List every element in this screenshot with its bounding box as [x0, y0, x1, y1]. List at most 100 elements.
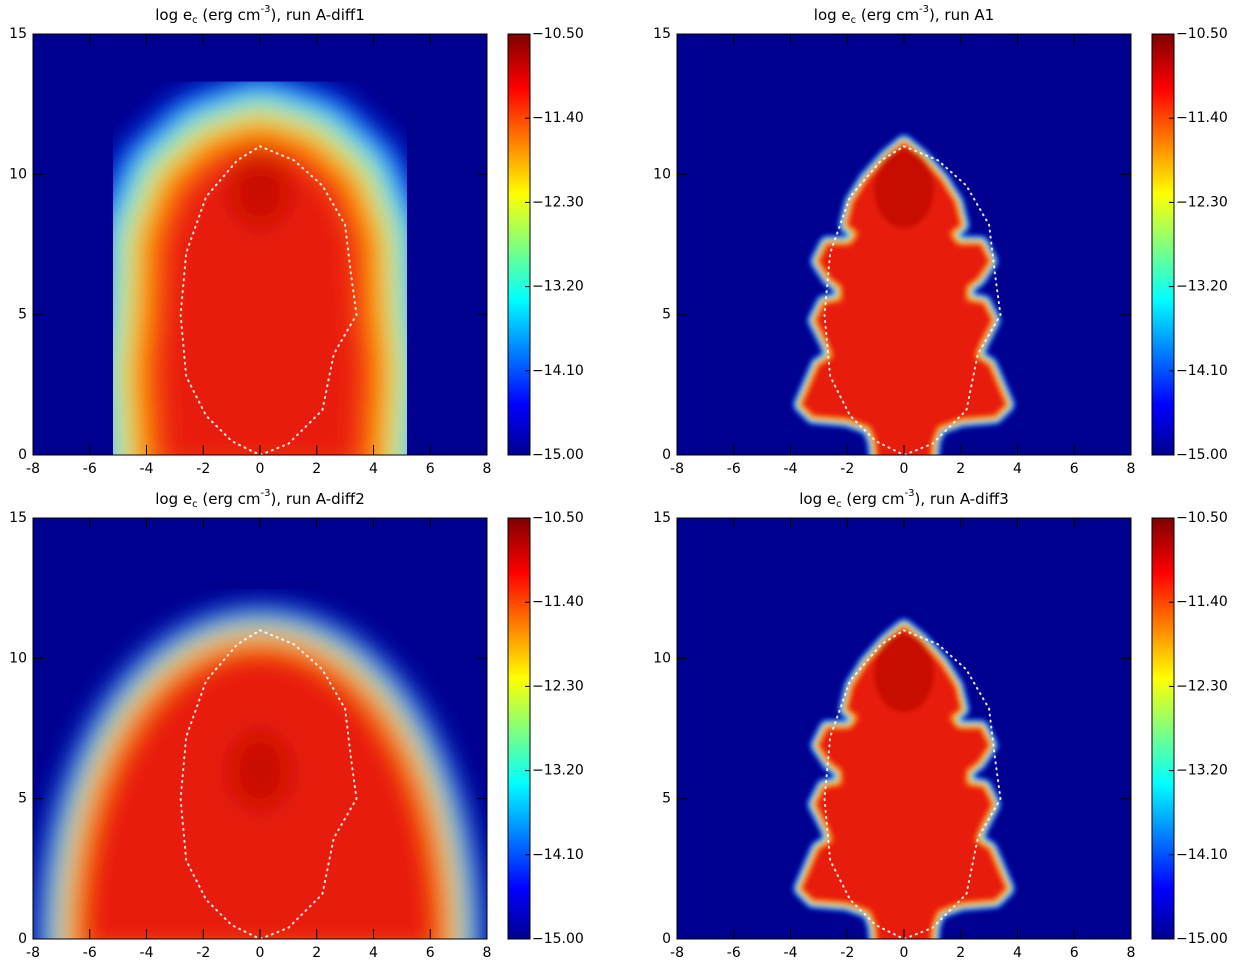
heatmap-blob — [80, 71, 440, 455]
dotted-contour — [823, 145, 1002, 455]
x-tick-label: 0 — [256, 461, 265, 477]
x-tick-label: 2 — [312, 461, 321, 477]
x-tick-label: 4 — [369, 945, 378, 961]
colorbar-tick-label: −15.00 — [532, 931, 584, 947]
colorbar-tick-label: −12.30 — [532, 194, 584, 210]
colorbar-tick-label: −13.20 — [532, 279, 584, 295]
y-tick-label: 5 — [18, 307, 27, 323]
heatmap-blob — [792, 134, 1016, 455]
x-tick-label: 2 — [312, 945, 321, 961]
x-tick-label: 8 — [483, 461, 492, 477]
y-tick-label: 15 — [9, 26, 27, 42]
heatmap-field — [677, 34, 1131, 455]
x-tick-label: -4 — [140, 461, 154, 477]
x-tick-label: 4 — [1013, 945, 1022, 961]
colorbar-tick-label: −14.10 — [1176, 363, 1228, 379]
colorbar-tick-label: −10.50 — [532, 26, 584, 42]
y-tick-label: 15 — [9, 510, 27, 526]
x-tick-label: -6 — [727, 945, 741, 961]
colorbar-tick-label: −11.40 — [532, 110, 584, 126]
panel: log ec (erg cm-3), run A-diff2 -8 -6 -4 -2 0 2… — [9, 488, 584, 961]
title-part: (erg cm — [198, 490, 261, 508]
dotted-contour — [179, 629, 358, 939]
title-part: ), run A1 — [929, 6, 994, 24]
panel-title: log ec (erg cm-3), run A-diff3 — [799, 488, 1009, 510]
colorbar-tick-label: −13.20 — [1176, 763, 1228, 779]
title-part: log e — [155, 6, 192, 24]
title-part: -3 — [919, 4, 929, 15]
x-tick-label: 6 — [426, 461, 435, 477]
y-tick-label: 5 — [662, 791, 671, 807]
panel-title: log ec (erg cm-3), run A-diff1 — [155, 4, 365, 26]
colorbar — [1151, 33, 1175, 456]
heatmap-field — [33, 518, 487, 939]
y-tick-label: 10 — [653, 166, 671, 182]
title-part: c — [851, 15, 857, 26]
panel-title: log ec (erg cm-3), run A-diff2 — [155, 488, 365, 510]
x-tick-label: 0 — [256, 945, 265, 961]
x-tick-label: -8 — [26, 945, 40, 961]
title-part: c — [836, 499, 842, 510]
x-tick-label: 4 — [369, 461, 378, 477]
x-tick-label: -8 — [670, 945, 684, 961]
y-tick-label: 10 — [9, 166, 27, 182]
colorbar-tick-label: −15.00 — [1176, 447, 1228, 463]
x-tick-label: 6 — [1070, 945, 1079, 961]
title-part: c — [192, 499, 198, 510]
x-tick-label: 2 — [956, 461, 965, 477]
x-tick-label: 8 — [1127, 945, 1136, 961]
heatmap-core — [155, 146, 365, 455]
title-part: c — [192, 15, 198, 26]
x-tick-label: 0 — [900, 461, 909, 477]
heatmap-core — [801, 143, 1007, 455]
colorbar-tick-label: −15.00 — [1176, 931, 1228, 947]
title-part: log e — [814, 6, 851, 24]
x-tick-label: 2 — [956, 945, 965, 961]
colorbar-tick-label: −10.50 — [1176, 510, 1228, 526]
title-part: ), run A-diff3 — [915, 490, 1009, 508]
title-part: -3 — [905, 488, 915, 499]
colorbar-tick-label: −11.40 — [1176, 594, 1228, 610]
title-part: ), run A-diff1 — [271, 6, 365, 24]
colorbar-tick-label: −14.10 — [532, 363, 584, 379]
x-tick-label: 8 — [1127, 461, 1136, 477]
y-tick-label: 5 — [662, 307, 671, 323]
colorbar-tick-label: −15.00 — [532, 447, 584, 463]
panel: log ec (erg cm-3), run A-diff1 -8 -6 -4 -2 0 2… — [9, 4, 584, 477]
x-tick-label: -6 — [83, 945, 97, 961]
x-tick-label: -2 — [196, 461, 210, 477]
title-part: (erg cm — [198, 6, 261, 24]
x-tick-label: -4 — [784, 945, 798, 961]
heatmap-core — [801, 627, 1007, 939]
x-tick-label: 0 — [900, 945, 909, 961]
colorbar-tick-label: −11.40 — [1176, 110, 1228, 126]
x-tick-label: 4 — [1013, 461, 1022, 477]
colorbar-tick-label: −12.30 — [1176, 194, 1228, 210]
dotted-contour — [179, 145, 358, 455]
heatmap-peak — [230, 730, 290, 811]
colorbar-tick-label: −12.30 — [1176, 678, 1228, 694]
panel-title: log ec (erg cm-3), run A1 — [814, 4, 994, 26]
panel: log ec (erg cm-3), run A-diff3 -8 -6 -4 -2 0 2… — [653, 488, 1228, 961]
heatmap-peak — [874, 148, 934, 229]
heatmap-peak — [874, 632, 934, 713]
x-tick-label: -6 — [83, 461, 97, 477]
panel: log ec (erg cm-3), run A1 -8 -6 -4 -2 0 2 4 6 8 0 5… — [653, 4, 1228, 477]
colorbar-tick-label: −13.20 — [532, 763, 584, 779]
colorbar-tick-label: −12.30 — [532, 678, 584, 694]
y-tick-label: 0 — [18, 931, 27, 947]
x-tick-label: -2 — [196, 945, 210, 961]
colorbar-tick-label: −13.20 — [1176, 279, 1228, 295]
y-tick-label: 10 — [653, 650, 671, 666]
x-tick-label: 6 — [426, 945, 435, 961]
dotted-contour — [823, 629, 1002, 939]
title-part: log e — [155, 490, 192, 508]
heatmap-peak — [230, 148, 290, 229]
title-part: -3 — [261, 4, 271, 15]
colorbar — [1151, 517, 1175, 940]
y-tick-label: 15 — [653, 26, 671, 42]
y-tick-label: 0 — [662, 447, 671, 463]
title-part: (erg cm — [842, 490, 905, 508]
heatmap-blob — [36, 604, 484, 939]
